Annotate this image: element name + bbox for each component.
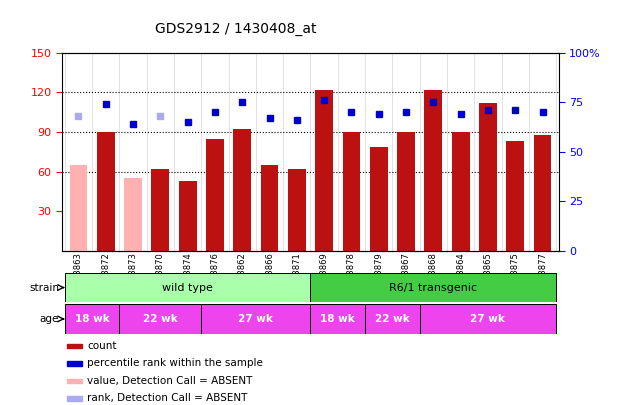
Bar bbox=[97, 132, 115, 251]
Text: 27 wk: 27 wk bbox=[471, 314, 505, 324]
Bar bbox=[370, 147, 388, 251]
Text: value, Detection Call = ABSENT: value, Detection Call = ABSENT bbox=[88, 376, 253, 386]
Bar bbox=[420, 304, 556, 334]
Text: GDS2912 / 1430408_at: GDS2912 / 1430408_at bbox=[155, 22, 317, 36]
Bar bbox=[288, 169, 306, 251]
Text: wild type: wild type bbox=[162, 283, 213, 292]
Bar bbox=[179, 181, 196, 251]
Bar bbox=[124, 178, 142, 251]
Bar bbox=[67, 379, 82, 383]
Bar bbox=[425, 90, 442, 251]
Text: 22 wk: 22 wk bbox=[375, 314, 410, 324]
Text: strain: strain bbox=[29, 283, 59, 292]
Bar bbox=[67, 396, 82, 401]
Bar bbox=[65, 273, 310, 302]
Bar bbox=[310, 304, 365, 334]
Text: count: count bbox=[88, 341, 117, 351]
Text: 18 wk: 18 wk bbox=[320, 314, 355, 324]
Bar bbox=[152, 169, 170, 251]
Bar bbox=[119, 304, 201, 334]
Text: age: age bbox=[40, 314, 59, 324]
Bar bbox=[67, 343, 82, 348]
Bar bbox=[201, 304, 310, 334]
Text: 18 wk: 18 wk bbox=[75, 314, 109, 324]
Text: R6/1 transgenic: R6/1 transgenic bbox=[389, 283, 478, 292]
Bar bbox=[261, 165, 278, 251]
Bar bbox=[533, 135, 551, 251]
Bar bbox=[506, 141, 524, 251]
Text: 27 wk: 27 wk bbox=[238, 314, 273, 324]
Bar bbox=[451, 132, 469, 251]
Text: percentile rank within the sample: percentile rank within the sample bbox=[88, 358, 263, 369]
Bar bbox=[206, 139, 224, 251]
Bar bbox=[479, 103, 497, 251]
Bar bbox=[343, 132, 360, 251]
Bar bbox=[365, 304, 420, 334]
Bar bbox=[67, 361, 82, 366]
Bar bbox=[397, 132, 415, 251]
Bar bbox=[310, 273, 556, 302]
Bar bbox=[315, 90, 333, 251]
Bar bbox=[70, 165, 88, 251]
Bar bbox=[65, 304, 119, 334]
Text: rank, Detection Call = ABSENT: rank, Detection Call = ABSENT bbox=[88, 393, 248, 403]
Text: 22 wk: 22 wk bbox=[143, 314, 178, 324]
Bar bbox=[233, 129, 251, 251]
